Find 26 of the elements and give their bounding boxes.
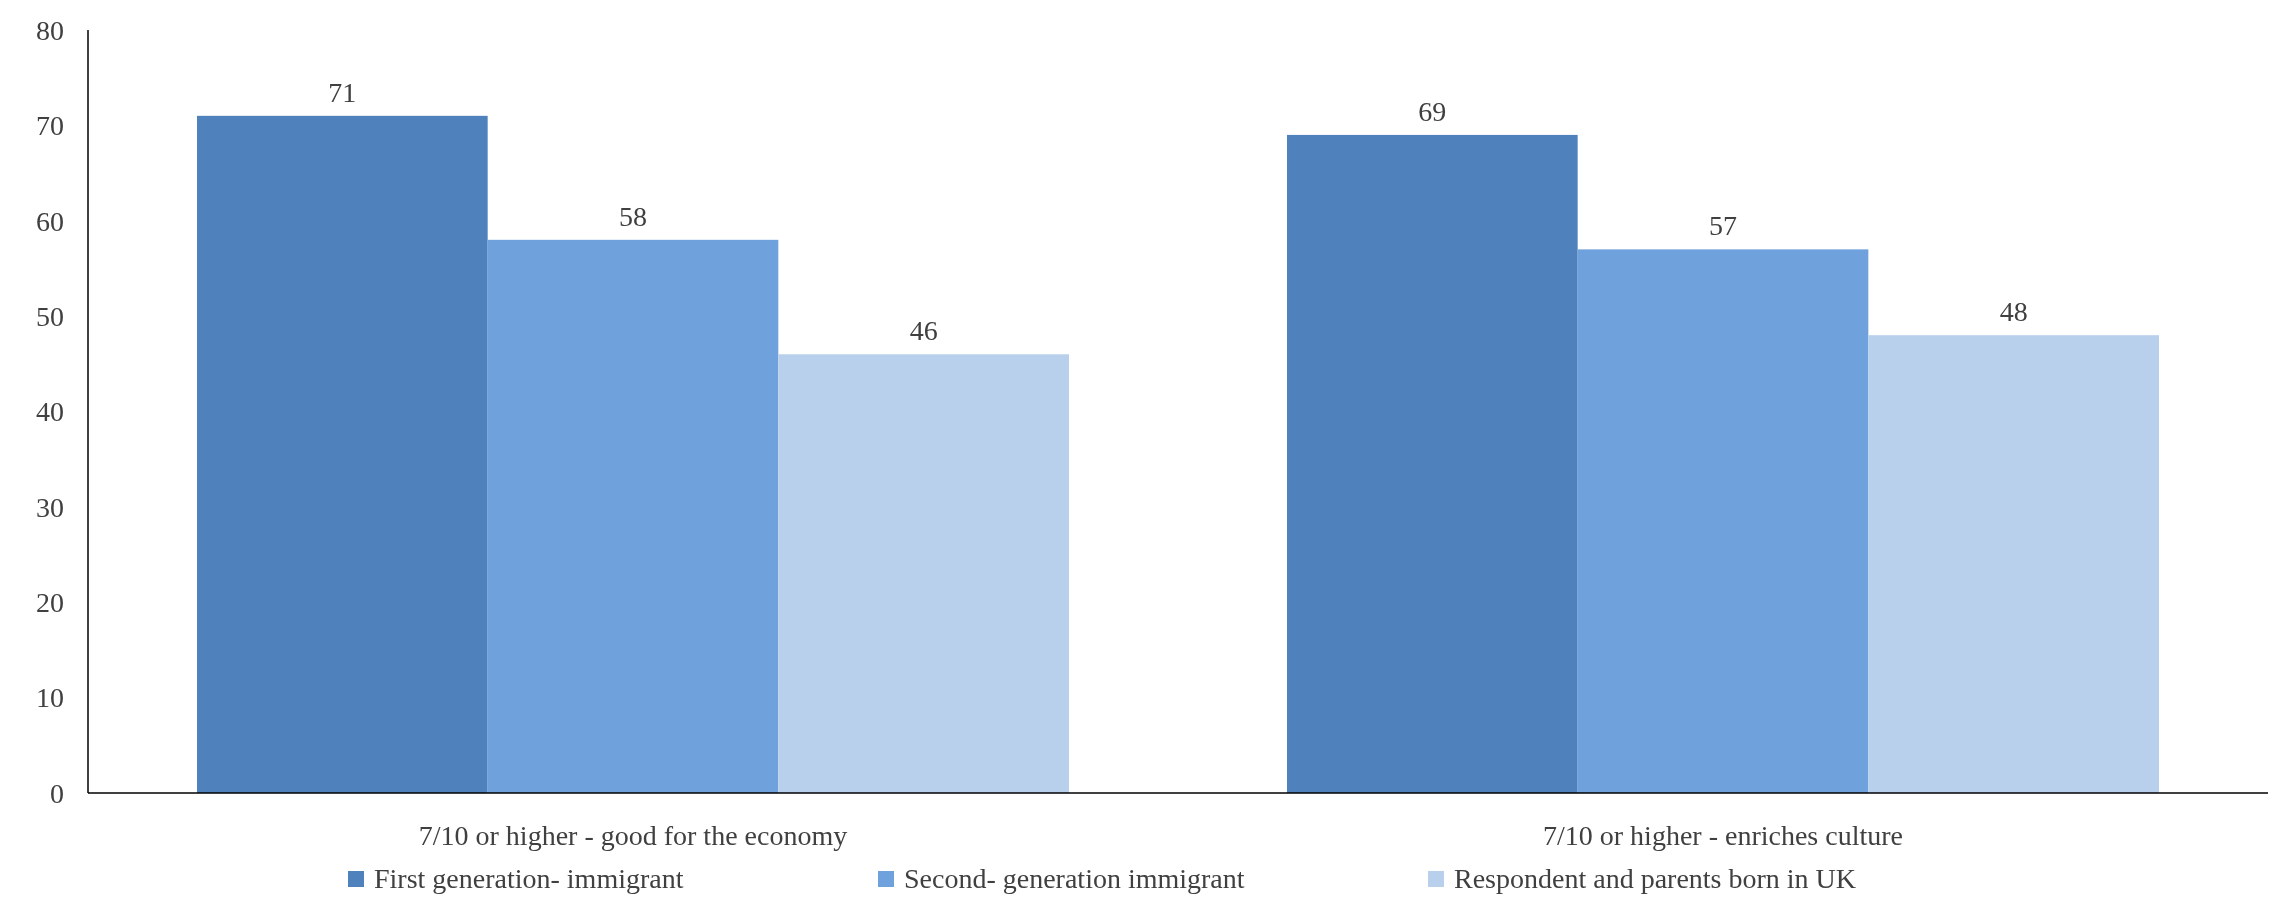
y-tick-label: 80 [36, 14, 64, 46]
y-tick-label: 70 [36, 110, 64, 142]
bar [487, 239, 779, 793]
y-tick-label: 30 [36, 491, 64, 523]
legend-label: First generation- immigrant [374, 863, 684, 894]
bar [197, 115, 488, 793]
data-label: 58 [619, 200, 647, 232]
data-label: 46 [909, 315, 938, 347]
data-label: 71 [328, 76, 357, 108]
y-tick-label: 20 [36, 587, 64, 619]
y-tick-label: 40 [36, 396, 64, 428]
y-tick-label: 60 [36, 205, 64, 237]
bar [1577, 249, 1869, 793]
data-label: 57 [1709, 210, 1737, 242]
bar [1868, 335, 2159, 793]
y-tick-label: 10 [36, 682, 64, 714]
legend-label: Second- generation immigrant [904, 863, 1245, 894]
legend-label: Respondent and parents born in UK [1454, 863, 1857, 894]
x-tick-label: 7/10 or higher - good for the economy [418, 820, 848, 851]
y-tick-label: 0 [50, 777, 64, 809]
bar [1287, 134, 1578, 793]
bar [778, 354, 1069, 793]
data-label: 48 [1999, 296, 2028, 328]
data-label: 69 [1418, 95, 1447, 127]
y-tick-label: 50 [36, 300, 64, 332]
x-tick-label: 7/10 or higher - enriches culture [1543, 820, 1903, 851]
